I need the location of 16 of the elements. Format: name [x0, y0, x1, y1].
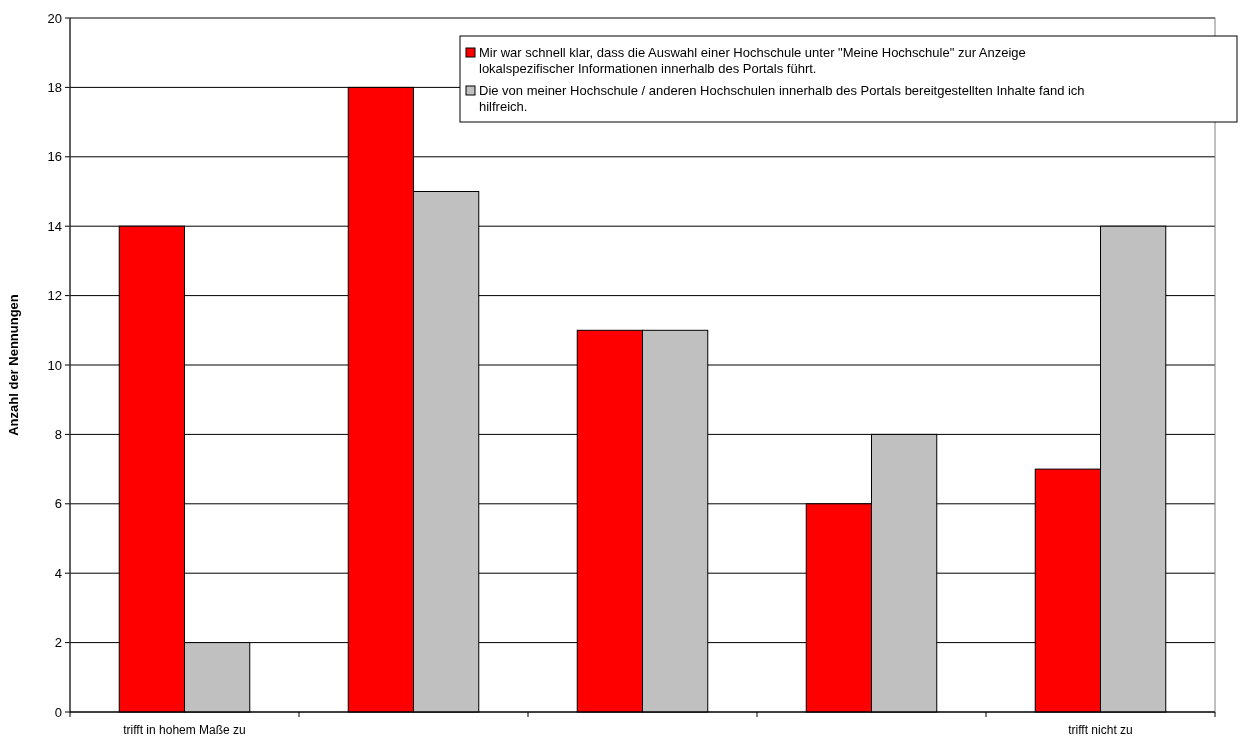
y-tick-label: 14 [47, 218, 62, 234]
x-tick-label: trifft in hohem Maße zu [123, 723, 246, 737]
y-tick-label: 6 [54, 496, 62, 512]
legend-label: Die von meiner Hochschule / anderen Hochschulen innerhalb des Portals bereitgestellten Inhalte fand ich hilfreich. [479, 83, 1085, 114]
y-tick-label: 10 [47, 357, 62, 373]
y-tick-label: 2 [54, 635, 62, 651]
y-tick-label: 20 [47, 10, 62, 26]
y-tick-label: 16 [47, 149, 62, 165]
y-tick-label: 0 [54, 704, 62, 720]
y-tick-label: 8 [54, 426, 62, 442]
legend-label: Mir war schnell klar, dass die Auswahl einer Hochschule unter "Meine Hochschule" zur Anzeige lokalspezifischer Informationen innerhalb des Portals führt. [479, 45, 1026, 76]
x-tick-label: trifft nicht zu [1068, 723, 1133, 737]
y-tick-label: 4 [54, 565, 62, 581]
y-tick-label: 18 [47, 79, 62, 95]
y-axis-title: Anzahl der Nennungen [6, 294, 21, 436]
y-tick-label: 12 [47, 288, 62, 304]
